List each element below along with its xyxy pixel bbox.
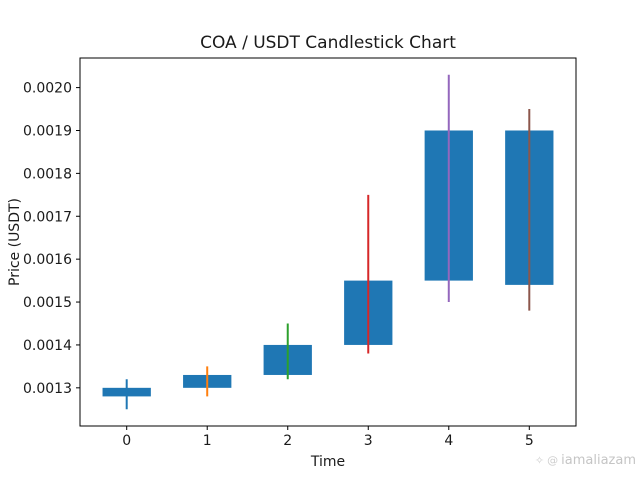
axes-frame	[79, 57, 577, 427]
y-tick-label: 0.0020	[23, 81, 72, 97]
chart-title: COA / USDT Candlestick Chart	[200, 33, 456, 53]
x-tick-label: 3	[364, 433, 373, 449]
x-tick-label: 2	[283, 433, 292, 449]
watermark-text: iamaliazam	[561, 453, 636, 468]
y-tick-label: 0.0013	[23, 381, 72, 397]
x-tick-label: 1	[203, 433, 212, 449]
x-tick-label: 0	[122, 433, 131, 449]
y-tick-label: 0.0014	[23, 338, 72, 354]
x-axis-label: Time	[310, 454, 346, 470]
y-tick-label: 0.0017	[23, 209, 72, 225]
watermark: ✧ @ iamaliazam	[535, 453, 636, 468]
sparkle-icon: ✧	[534, 454, 545, 467]
y-tick-label: 0.0018	[23, 166, 72, 182]
y-tick-label: 0.0015	[23, 295, 72, 311]
x-tick-label: 5	[525, 433, 534, 449]
y-tick-label: 0.0019	[23, 123, 72, 139]
y-tick-label: 0.0016	[23, 252, 72, 268]
at-icon: @	[547, 454, 559, 467]
x-tick-label: 4	[444, 433, 453, 449]
